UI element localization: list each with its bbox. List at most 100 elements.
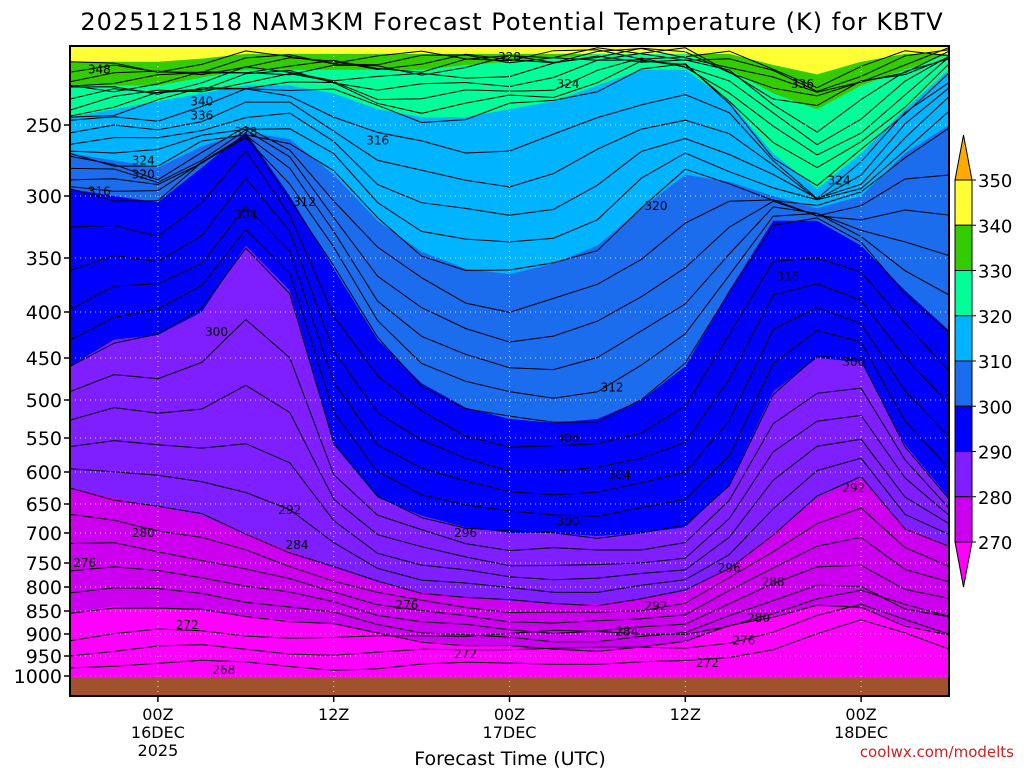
contour-label: 316 xyxy=(776,269,799,283)
y-tick-label: 450 xyxy=(26,348,62,370)
colorbar-label: 290 xyxy=(978,443,1012,464)
contour-label: 316 xyxy=(366,134,389,148)
x-tick-label: 12Z xyxy=(670,705,701,724)
x-tick-label: 00Z xyxy=(494,705,525,724)
contour-label: 296 xyxy=(718,561,741,575)
contour-line xyxy=(70,603,949,657)
colorbar-label: 350 xyxy=(978,171,1012,192)
y-tick-label: 350 xyxy=(26,248,62,270)
contour-line xyxy=(70,384,949,567)
colorbar-box xyxy=(954,315,973,362)
contour-line xyxy=(70,49,949,89)
contour-label: 328 xyxy=(234,125,257,139)
contour-label: 312 xyxy=(293,195,316,209)
contour-label: 316 xyxy=(88,185,111,199)
contour-label: 268 xyxy=(212,663,235,677)
contour-label: 328 xyxy=(498,50,521,64)
contour-label: 324 xyxy=(557,77,580,91)
contour-label: 304 xyxy=(234,208,257,222)
colorbar-box xyxy=(954,224,973,271)
colorbar-label: 280 xyxy=(978,488,1012,509)
contour-label: 304 xyxy=(608,468,631,482)
contour-label: 300 xyxy=(205,325,228,339)
colorbar-box xyxy=(954,179,973,226)
colorbar: 350 340 330 320 310 300 290 280 270 xyxy=(954,134,1012,588)
contour-label: 284 xyxy=(615,625,638,639)
contour-label: 324 xyxy=(828,173,851,187)
contour-line xyxy=(70,604,949,652)
contour-line xyxy=(70,318,949,552)
contour-line xyxy=(70,47,949,97)
contour-label: 300 xyxy=(842,355,865,369)
x-tick-label: 12Z xyxy=(318,705,349,724)
contour-line xyxy=(70,47,949,92)
contour-label: 276 xyxy=(73,556,96,570)
contour-label: 288 xyxy=(762,575,785,589)
contour-label: 292 xyxy=(842,481,865,495)
contour-label: 296 xyxy=(454,526,477,540)
y-tick-label: 550 xyxy=(26,428,62,450)
y-tick-label: 900 xyxy=(26,624,62,646)
contour-line xyxy=(70,584,949,643)
y-tick-label: 1000 xyxy=(14,666,62,688)
y-tick-label: 500 xyxy=(26,390,62,412)
x-axis-title: Forecast Time (UTC) xyxy=(414,748,605,768)
y-tick-label: 650 xyxy=(26,494,62,516)
colorbar-box xyxy=(954,270,973,317)
contour-line xyxy=(70,96,949,216)
contour-label: 308 xyxy=(557,431,580,445)
colorbar-label: 340 xyxy=(978,216,1012,237)
contour-label: 320 xyxy=(645,199,668,213)
theta-contour-lines xyxy=(70,47,949,671)
contour-label: 336 xyxy=(791,77,814,91)
contour-label: 272 xyxy=(696,656,719,670)
colorbar-box xyxy=(954,451,973,498)
contour-line xyxy=(70,247,949,539)
contour-line xyxy=(70,47,949,93)
y-tick-label: 600 xyxy=(26,462,62,484)
contour-label: 312 xyxy=(601,380,624,394)
contour-label: 320 xyxy=(132,168,155,182)
y-tick-label: 700 xyxy=(26,523,62,545)
contour-line xyxy=(70,149,949,448)
colorbar-box xyxy=(954,405,973,452)
contour-line xyxy=(70,619,949,671)
x-tick-sublabel: 2025 xyxy=(138,741,179,760)
watermark: coolwx.com/modelts xyxy=(860,743,1014,761)
grid-lines xyxy=(70,46,949,696)
contour-label: 280 xyxy=(132,526,155,540)
contour-label: 276 xyxy=(395,598,418,612)
x-tick-label: 00Z xyxy=(845,705,876,724)
colorbar-label: 270 xyxy=(978,533,1012,554)
y-tick-label: 250 xyxy=(26,115,62,137)
contour-label: 280 xyxy=(747,611,770,625)
y-tick-label: 850 xyxy=(26,601,62,623)
x-tick-sublabel: 16DEC xyxy=(131,723,185,742)
contour-label: 272 xyxy=(176,618,199,632)
contour-label: 340 xyxy=(190,94,213,108)
contour-label: 272 xyxy=(454,647,477,661)
contour-label: 276 xyxy=(732,634,755,648)
y-tick-label: 800 xyxy=(26,577,62,599)
contour-line xyxy=(70,63,949,187)
x-tick-label: 00Z xyxy=(142,705,173,724)
contour-label: 292 xyxy=(645,599,668,613)
chart-title: 2025121518 NAM3KM Forecast Potential Tem… xyxy=(80,8,943,36)
colorbar-label: 300 xyxy=(978,397,1012,418)
y-tick-label: 300 xyxy=(26,186,62,208)
colorbar-box xyxy=(954,496,973,543)
y-tick-label: 750 xyxy=(26,553,62,575)
colorbar-label: 320 xyxy=(978,307,1012,328)
contour-label: 336 xyxy=(190,109,213,123)
contour-line xyxy=(70,507,949,614)
contour-label: 284 xyxy=(286,538,309,552)
contour-line xyxy=(70,457,949,593)
contour-line xyxy=(70,564,949,635)
colorbar-label: 330 xyxy=(978,262,1012,283)
y-axis: 2503003504004505005506006507007508008509… xyxy=(14,115,70,688)
colorbar-bottom-arrow xyxy=(954,541,973,588)
